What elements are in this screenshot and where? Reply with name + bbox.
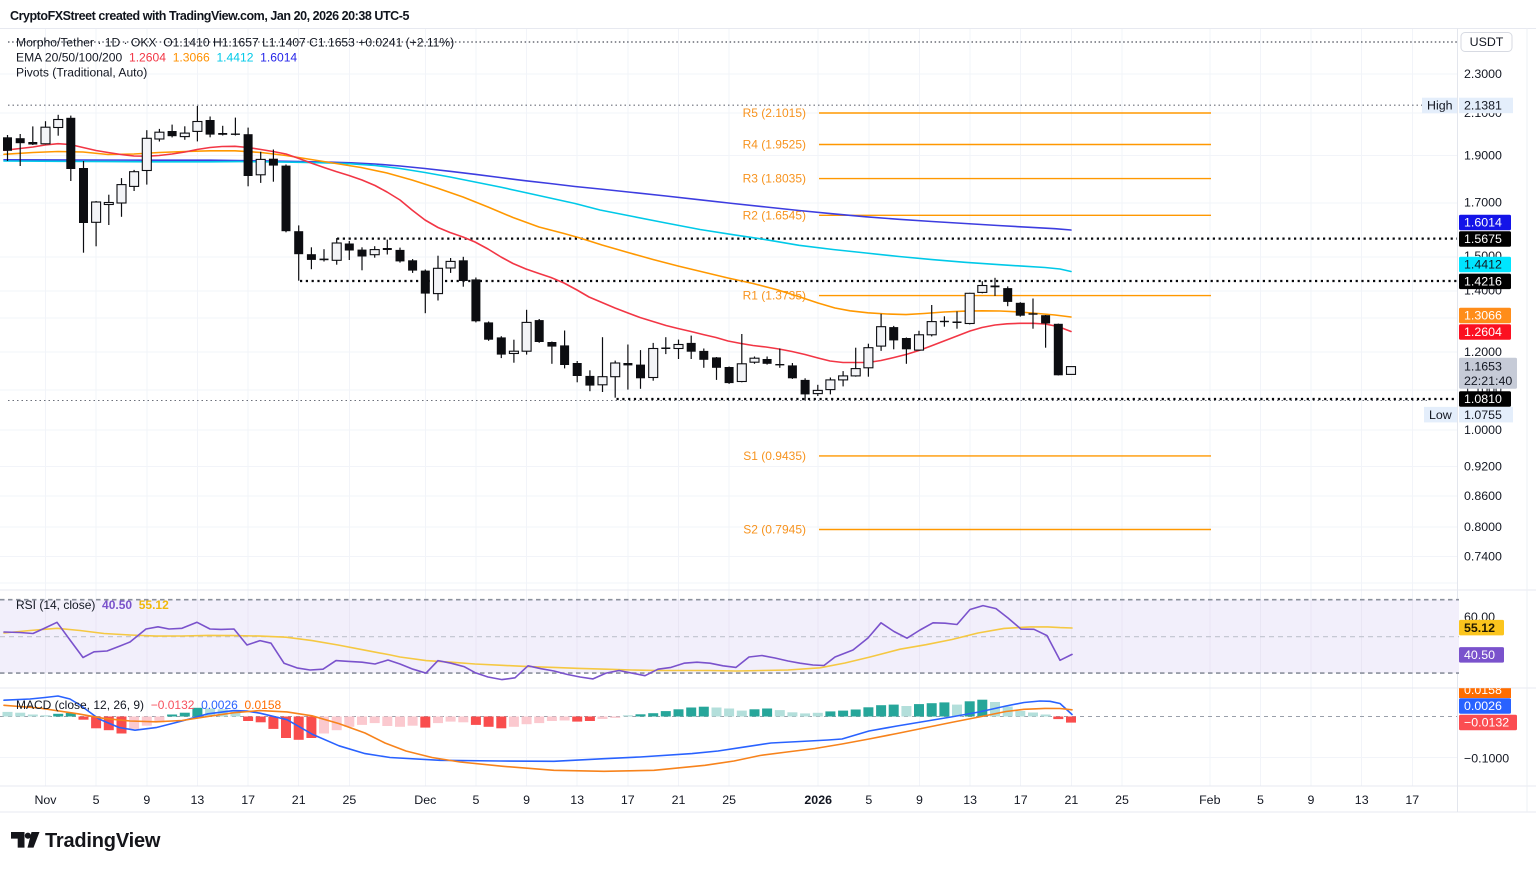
svg-text:2.1381: 2.1381 [1464,99,1502,113]
svg-text:13: 13 [1355,793,1369,807]
svg-text:1.5675: 1.5675 [1464,232,1502,246]
svg-text:9: 9 [916,793,923,807]
svg-text:25: 25 [343,793,357,807]
svg-text:RSI (14, close) 40.50 55.12: RSI (14, close) 40.50 55.12 [16,598,169,612]
svg-text:1.4412: 1.4412 [1464,258,1502,272]
svg-text:1.2000: 1.2000 [1464,345,1502,359]
svg-text:1.4216: 1.4216 [1464,275,1502,289]
svg-text:−0.0132: −0.0132 [1464,716,1509,730]
svg-text:TradingView: TradingView [45,830,161,852]
svg-text:0.8000: 0.8000 [1464,520,1502,534]
svg-text:5: 5 [472,793,479,807]
svg-text:Pivots (Traditional, Auto): Pivots (Traditional, Auto) [16,66,147,80]
svg-text:1.3066: 1.3066 [1464,309,1502,323]
svg-text:R3 (1.8035): R3 (1.8035) [743,172,806,186]
svg-text:High: High [1427,99,1453,113]
svg-text:21: 21 [1065,793,1079,807]
svg-text:Nov: Nov [34,793,57,807]
svg-text:5: 5 [865,793,872,807]
svg-text:55.12: 55.12 [1464,621,1495,635]
svg-text:USDT: USDT [1470,35,1504,49]
svg-text:S2 (0.7945): S2 (0.7945) [743,523,806,537]
svg-text:0.7400: 0.7400 [1464,550,1502,564]
svg-text:2026: 2026 [804,793,832,807]
svg-text:R4 (1.9525): R4 (1.9525) [743,138,806,152]
svg-text:17: 17 [1405,793,1419,807]
svg-text:25: 25 [1115,793,1129,807]
svg-text:25: 25 [722,793,736,807]
svg-text:1.6014: 1.6014 [1464,216,1502,230]
svg-text:−0.1000: −0.1000 [1464,752,1509,766]
svg-text:1.1653: 1.1653 [1464,360,1502,374]
svg-text:EMA 20/50/100/200 1.2604 1.3: EMA 20/50/100/200 1.2604 1.3066 1.4412 1… [16,51,297,65]
svg-text:1.9000: 1.9000 [1464,149,1502,163]
svg-text:9: 9 [143,793,150,807]
svg-text:21: 21 [672,793,686,807]
svg-text:13: 13 [191,793,205,807]
svg-text:R1 (1.3735): R1 (1.3735) [743,289,806,303]
svg-text:17: 17 [621,793,635,807]
svg-text:S1 (0.9435): S1 (0.9435) [743,449,806,463]
svg-text:CryptoFXStreet created with Tr: CryptoFXStreet created with TradingView.… [10,9,409,23]
svg-text:9: 9 [523,793,530,807]
svg-text:1.7000: 1.7000 [1464,196,1502,210]
svg-text:17: 17 [241,793,255,807]
svg-text:Feb: Feb [1199,793,1220,807]
svg-text:13: 13 [963,793,977,807]
svg-text:0.8600: 0.8600 [1464,489,1502,503]
svg-text:0.9200: 0.9200 [1464,460,1502,474]
svg-text:22:21:40: 22:21:40 [1464,374,1512,388]
svg-text:5: 5 [93,793,100,807]
svg-text:Morpho/Tether · 1D · OKX O1.1: Morpho/Tether · 1D · OKX O1.1410 H1.1657… [16,36,454,50]
svg-text:1.0810: 1.0810 [1464,392,1502,406]
svg-text:0.0158: 0.0158 [1464,683,1502,697]
svg-text:0.0026: 0.0026 [1464,699,1502,713]
svg-text:21: 21 [292,793,306,807]
svg-text:40.50: 40.50 [1464,648,1495,662]
svg-text:1.0755: 1.0755 [1464,408,1502,422]
svg-text:R2 (1.6545): R2 (1.6545) [743,208,806,222]
svg-text:MACD (close, 12, 26, 9) −0.01: MACD (close, 12, 26, 9) −0.0132 0.0026 0… [16,698,282,712]
svg-text:13: 13 [570,793,584,807]
svg-text:17: 17 [1014,793,1028,807]
svg-text:Low: Low [1429,408,1452,422]
svg-text:1.2604: 1.2604 [1464,325,1502,339]
svg-text:R5 (2.1015): R5 (2.1015) [743,106,806,120]
svg-text:2.3000: 2.3000 [1464,67,1502,81]
svg-text:Dec: Dec [414,793,436,807]
svg-text:5: 5 [1257,793,1264,807]
svg-text:1.0000: 1.0000 [1464,423,1502,437]
svg-text:9: 9 [1308,793,1315,807]
